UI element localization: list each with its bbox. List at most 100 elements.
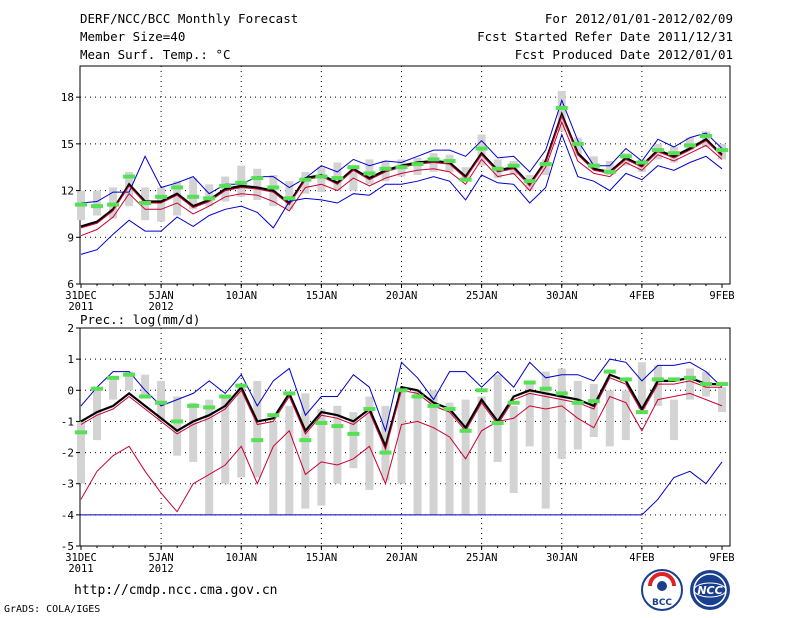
observed-marker [171, 185, 184, 190]
x-tick-label: 30JAN [546, 290, 578, 302]
observed-marker [203, 405, 216, 410]
ensemble-bar [333, 405, 342, 484]
observed-marker [395, 165, 408, 170]
y-tick-label: 6 [67, 278, 74, 291]
observed-marker [619, 377, 632, 382]
observed-marker [331, 424, 344, 429]
x-tick-label: 10JAN [225, 290, 257, 302]
observed-marker [555, 106, 568, 111]
observed-marker [363, 171, 376, 176]
ensemble-bar [589, 384, 598, 437]
source-url[interactable]: http://cmdp.ncc.cma.gov.cn [74, 583, 278, 598]
observed-marker [139, 201, 152, 206]
observed-marker [555, 391, 568, 396]
x-tick-label: 25JAN [466, 290, 498, 302]
x-tick-label: 25JAN [466, 552, 498, 564]
y-tick-label: 18 [61, 91, 74, 104]
ncc-logo-text: NCC [697, 584, 722, 597]
ensemble-bar [509, 405, 518, 494]
ensemble-bar [253, 168, 262, 200]
observed-marker [347, 165, 360, 170]
member-size: Member Size=40 [80, 29, 186, 44]
observed-marker [699, 382, 712, 387]
ensemble-bar [141, 374, 150, 397]
observed-marker [491, 166, 504, 171]
observed-marker [427, 403, 440, 408]
x-tick-label: 9FEB [709, 552, 734, 564]
bcc-logo-text: BCC [652, 598, 672, 608]
observed-marker [539, 386, 552, 391]
observed-marker [171, 419, 184, 424]
observed-marker [315, 174, 328, 179]
observed-marker [91, 204, 104, 209]
ensemble-bar [173, 396, 182, 456]
observed-marker [507, 400, 520, 405]
series-line-lower [80, 392, 723, 513]
x-tick-label: 31DEC [65, 290, 97, 302]
y-tick-label: 2 [67, 322, 74, 335]
y-tick-label: -2 [61, 447, 74, 460]
observed-marker [683, 143, 696, 148]
observed-marker [219, 394, 232, 399]
observed-marker [667, 377, 680, 382]
x-tick-label: 30JAN [546, 552, 578, 564]
x-tick-label: 10JAN [225, 552, 257, 564]
ensemble-bar [541, 371, 550, 509]
observed-marker [411, 394, 424, 399]
observed-marker [603, 369, 616, 374]
ensemble-bar [493, 374, 502, 462]
ensemble-bar [125, 371, 134, 391]
observed-marker [251, 438, 264, 443]
observed-marker [363, 406, 376, 411]
y-tick-label: 0 [67, 384, 74, 397]
start-date: Fcst Started Refer Date 2011/12/31 [477, 29, 733, 44]
series-line-upper [80, 358, 723, 433]
ensemble-bar [253, 380, 262, 478]
ensemble-bar [525, 380, 534, 447]
observed-marker [459, 177, 472, 182]
ensemble-bar [189, 402, 198, 462]
x-tick-sublabel: 2012 [148, 301, 173, 313]
observed-marker [443, 406, 456, 411]
ensemble-bar [605, 160, 614, 175]
ensemble-bar [349, 412, 358, 469]
y-tick-label: -1 [61, 415, 74, 428]
series-line-lower_extreme [81, 461, 723, 516]
ensemble-bar [317, 408, 326, 506]
ensemble-bar [557, 90, 566, 132]
observed-marker [379, 166, 392, 171]
observed-marker [427, 157, 440, 162]
ensemble-bar [477, 396, 486, 515]
observed-marker [283, 391, 296, 396]
observed-marker [75, 430, 87, 435]
observed-marker [267, 413, 280, 418]
ensemble-bar [365, 396, 374, 490]
observed-marker [235, 383, 248, 388]
chart-title: DERF/NCC/BCC Monthly Forecast [80, 11, 299, 26]
ensemble-bar [621, 390, 630, 441]
ensemble-bar [125, 171, 134, 207]
observed-marker [523, 179, 536, 184]
ensemble-bar [77, 421, 85, 484]
ensemble-bar [173, 181, 182, 216]
y-tick-label: 9 [67, 231, 74, 244]
ensemble-bar [189, 178, 198, 210]
observed-marker [315, 420, 328, 425]
ensemble-bar [301, 171, 310, 194]
observed-marker [123, 174, 136, 179]
observed-marker [203, 196, 216, 201]
observed-marker [651, 148, 664, 153]
observed-marker [139, 394, 152, 399]
bcc-logo-icon: BCC [641, 569, 683, 611]
x-tick-label: 31DEC [65, 552, 97, 564]
observed-marker [459, 428, 472, 433]
series-line-lower_extreme [80, 132, 723, 255]
observed-marker [667, 151, 680, 156]
grads-credit: GrADS: COLA/IGES [4, 604, 101, 615]
observed-marker [107, 202, 120, 207]
observed-marker [587, 163, 600, 168]
ensemble-bar [205, 184, 214, 207]
observed-marker [331, 176, 344, 181]
ensemble-bar [557, 368, 566, 459]
